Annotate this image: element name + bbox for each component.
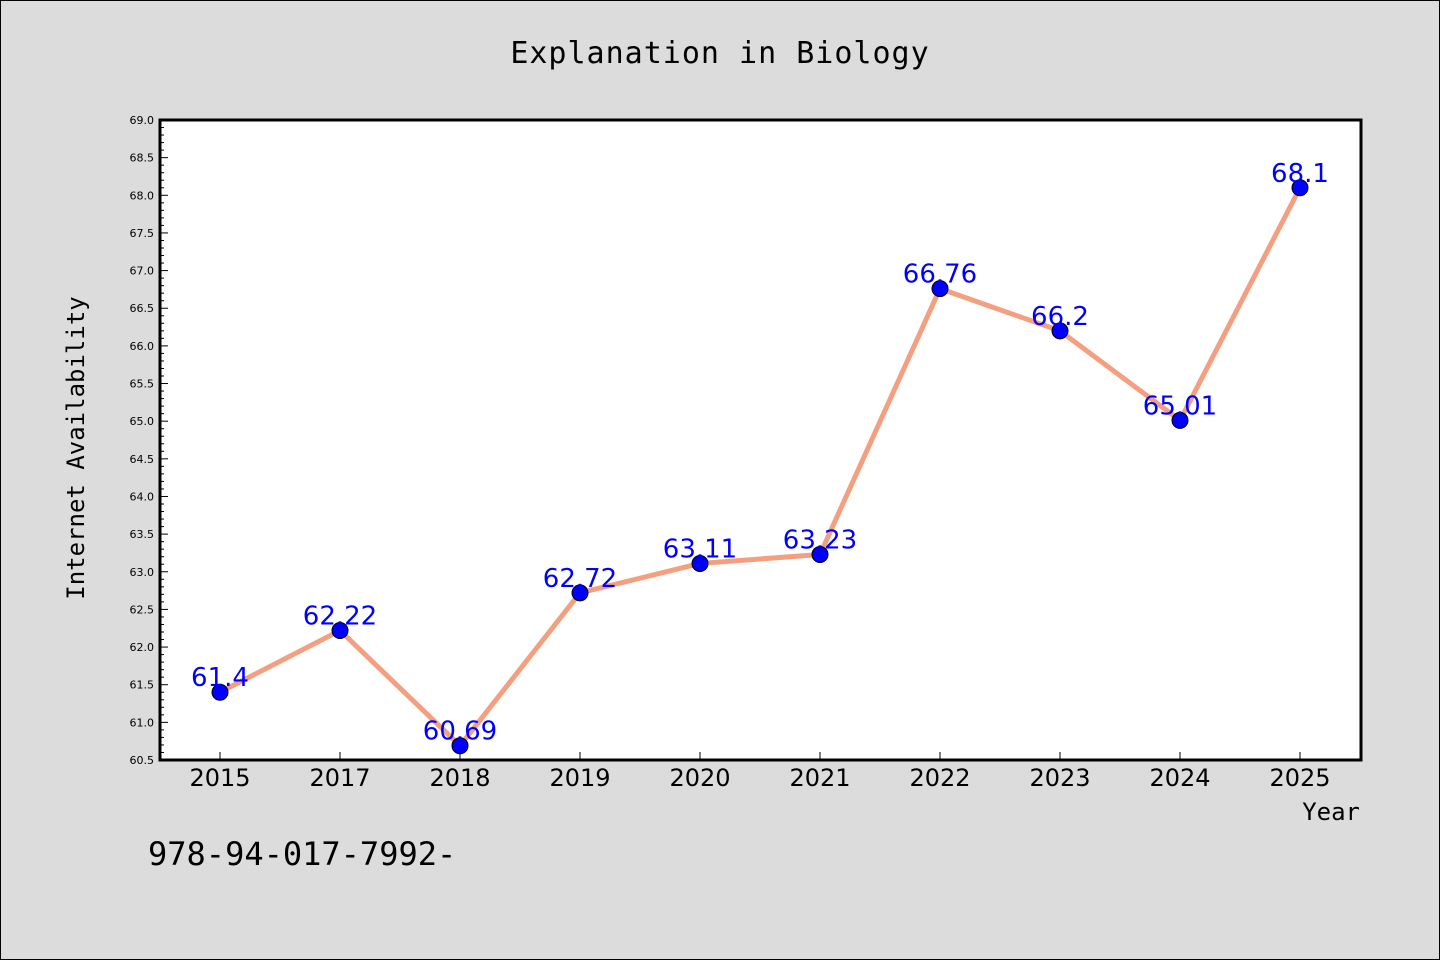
data-label: 63.11: [663, 534, 737, 564]
y-tick-label: 68.0: [130, 189, 155, 202]
y-tick-label: 65.5: [130, 378, 155, 391]
data-point: [1171, 411, 1189, 429]
chart-title: Explanation in Biology: [510, 36, 929, 71]
data-point: [1051, 322, 1069, 340]
x-tick-label: 2023: [1029, 764, 1090, 792]
data-point: [931, 280, 949, 298]
y-tick-label: 63.5: [130, 528, 155, 541]
data-label: 62.72: [543, 564, 617, 594]
x-tick-label: 2017: [309, 764, 370, 792]
y-tick-label: 64.5: [130, 453, 155, 466]
data-label: 63.23: [783, 525, 857, 555]
data-point: [691, 554, 709, 572]
y-axis-label: Internet Availability: [62, 296, 90, 599]
x-tick-label: 2019: [549, 764, 610, 792]
data-label: 60.69: [423, 717, 497, 747]
y-tick-label: 63.0: [130, 566, 155, 579]
x-tick-label: 2020: [669, 764, 730, 792]
series-line-group: [217, 185, 1303, 749]
y-tick-label: 65.0: [130, 415, 155, 428]
x-axis-ticks: 2015 2017 2018 2019 2020 2021 2022 2023 2024 2025: [189, 752, 1331, 792]
y-tick-label: 67.0: [130, 265, 155, 278]
y-tick-label: 62.0: [130, 641, 155, 654]
data-label: 66.76: [903, 260, 977, 290]
x-tick-label: 2018: [429, 764, 490, 792]
data-point: [811, 545, 829, 563]
y-axis-ticks: 60.5 61.0 61.5 62.0 62.5 63.0 63.5 64.0 64.5 65.0…: [130, 114, 168, 767]
y-tick-label: 69.0: [130, 114, 155, 127]
data-label: 65.01: [1143, 391, 1217, 421]
series-points-group: [211, 179, 1309, 755]
isbn-annotation: 978-94-017-7992-: [148, 835, 456, 873]
y-tick-label: 68.5: [130, 152, 155, 165]
y-tick-label: 61.5: [130, 679, 155, 692]
y-tick-label: 66.5: [130, 302, 155, 315]
x-tick-label: 2022: [909, 764, 970, 792]
data-labels-group: 61.4 62.22 60.69 62.72 63.11 63.23 66.76 66.2 65…: [191, 159, 1329, 747]
data-point: [451, 737, 469, 755]
y-tick-label: 62.5: [130, 603, 155, 616]
data-point: [331, 621, 349, 639]
y-tick-label: 60.5: [130, 754, 155, 767]
data-point: [211, 683, 229, 701]
y-tick-label: 61.0: [130, 716, 155, 729]
data-point: [571, 584, 589, 602]
x-tick-label: 2021: [789, 764, 850, 792]
y-tick-label: 64.0: [130, 490, 155, 503]
data-label: 66.2: [1031, 302, 1089, 332]
y-tick-label: 66.0: [130, 340, 155, 353]
data-label: 61.4: [191, 663, 249, 693]
y-tick-label: 67.5: [130, 227, 155, 240]
series-line: [217, 185, 1303, 749]
x-tick-label: 2015: [189, 764, 250, 792]
x-axis-label: Year: [1302, 798, 1360, 826]
data-point: [1291, 179, 1309, 197]
data-label: 68.1: [1271, 159, 1329, 189]
plot-area: [158, 118, 1363, 762]
x-tick-label: 2025: [1269, 764, 1330, 792]
data-label: 62.22: [303, 601, 377, 631]
x-tick-label: 2024: [1149, 764, 1210, 792]
